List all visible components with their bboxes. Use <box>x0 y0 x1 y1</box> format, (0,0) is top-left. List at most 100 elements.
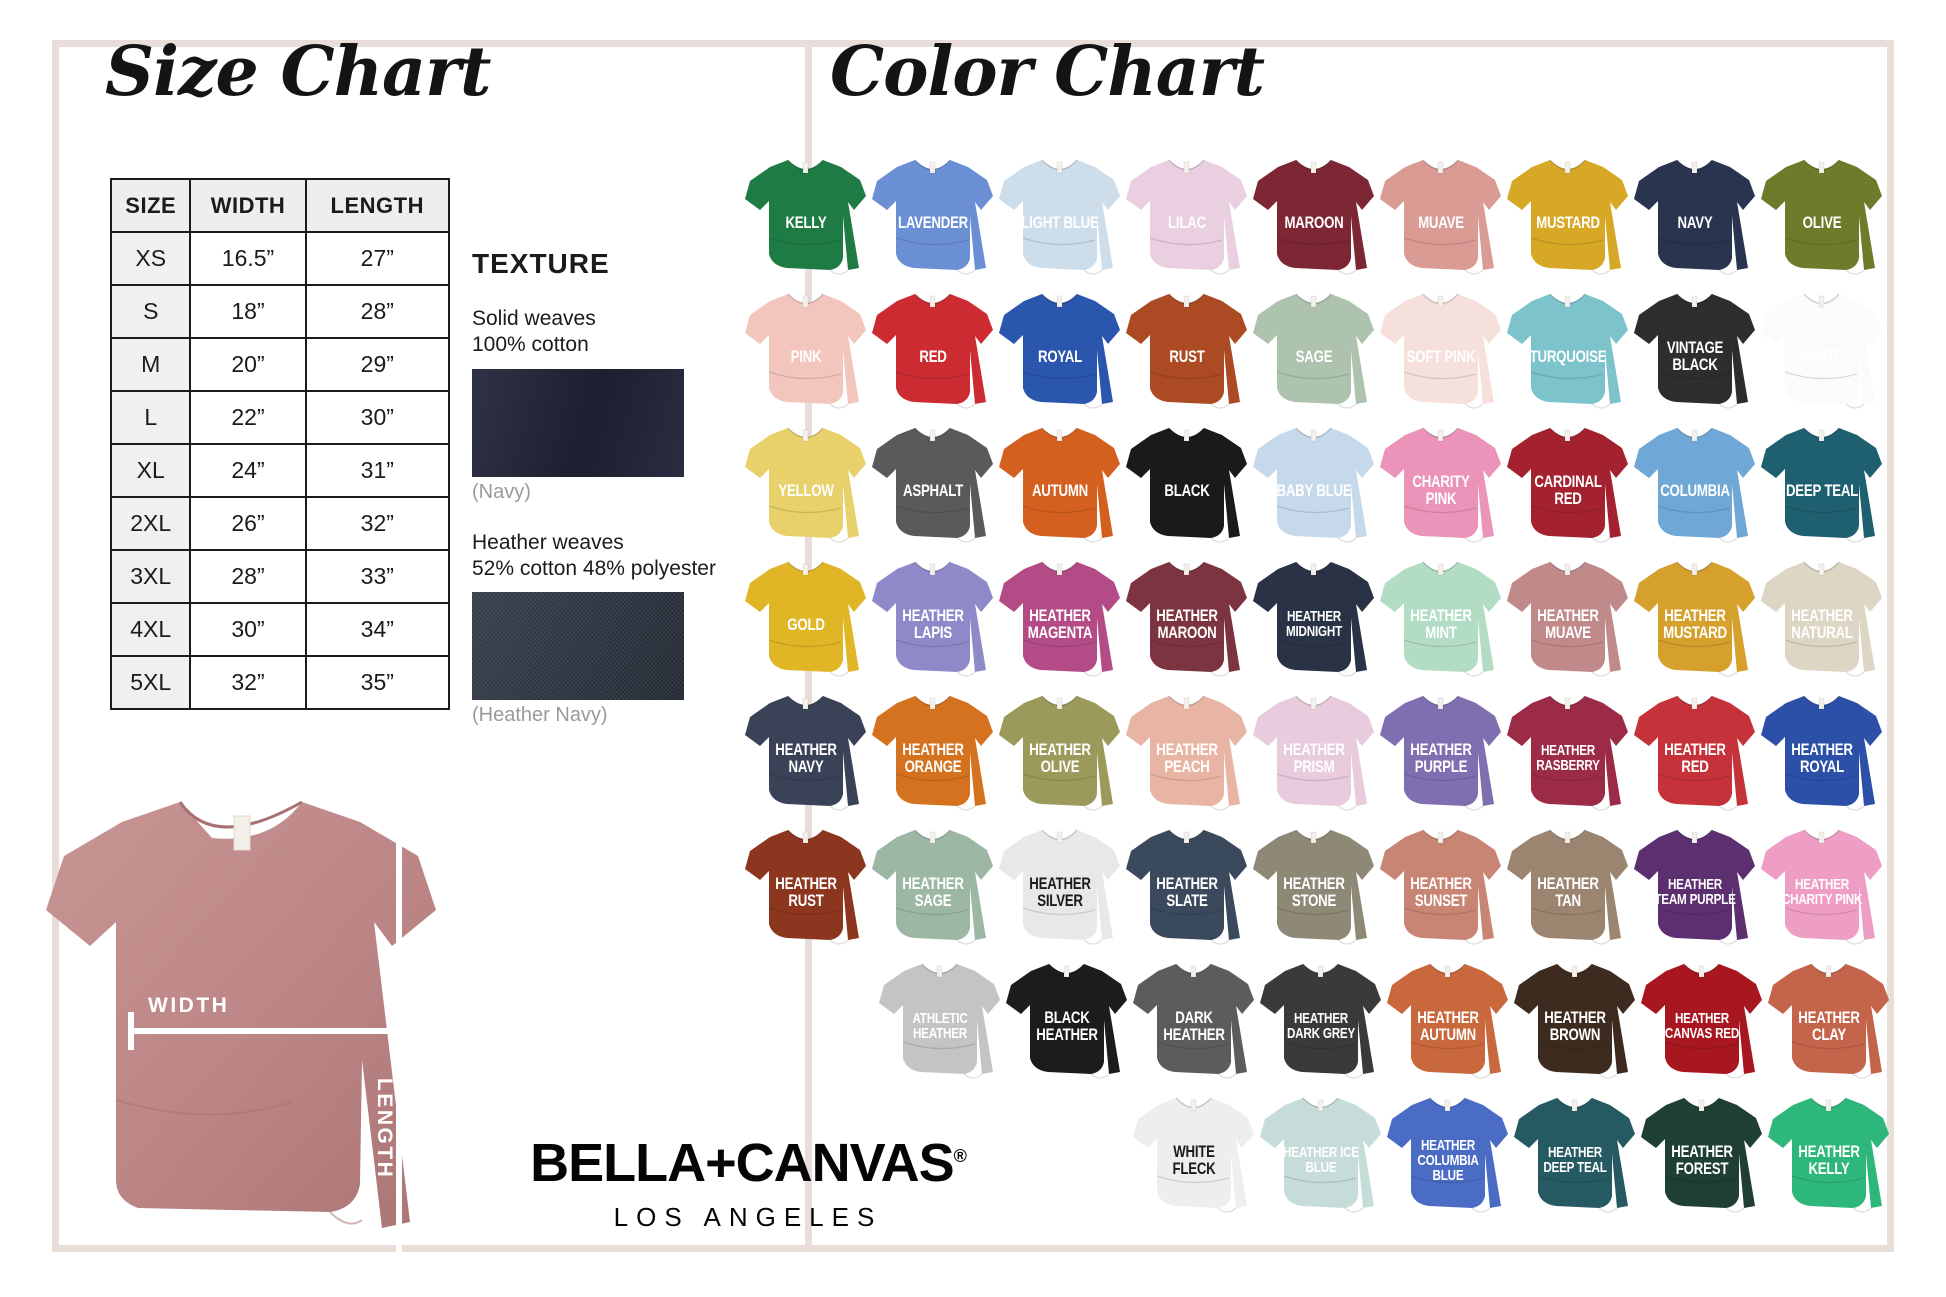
color-swatch-shirt[interactable]: ASPHALT <box>869 418 996 550</box>
color-swatch-shirt[interactable]: AUTUMN <box>996 418 1123 550</box>
color-swatch-shirt[interactable]: SOFT PINK <box>1377 284 1504 416</box>
table-row: M 20” 29” <box>109 337 451 392</box>
color-swatch-shirt[interactable]: HEATHER CANVAS RED <box>1638 954 1765 1086</box>
color-swatch-shirt[interactable]: RUST <box>1123 284 1250 416</box>
shirt-shape-icon <box>1768 1097 1889 1213</box>
color-swatch-shirt[interactable]: MUAVE <box>1377 150 1504 282</box>
color-swatch-shirt[interactable]: LILAC <box>1123 150 1250 282</box>
color-swatch-shirt[interactable]: ROYAL <box>996 284 1123 416</box>
color-swatch-shirt[interactable]: HEATHER DEEP TEAL <box>1511 1088 1638 1220</box>
color-swatch-shirt[interactable]: HEATHER DARK GREY <box>1257 954 1384 1086</box>
color-swatch-label: OLIVE <box>1802 212 1841 232</box>
color-swatch-shirt[interactable]: WHITE <box>1758 284 1885 416</box>
color-swatch-label: AUTUMN <box>1031 480 1088 500</box>
color-swatch-shirt[interactable]: HEATHER OLIVE <box>996 686 1123 818</box>
color-swatch-shirt[interactable]: HEATHER LAPIS <box>869 552 996 684</box>
color-swatch-shirt[interactable]: HEATHER SLATE <box>1123 820 1250 952</box>
shirt-shape-icon <box>1761 293 1882 409</box>
color-swatch-shirt[interactable]: HEATHER RUST <box>742 820 869 952</box>
color-swatch-shirt[interactable]: HEATHER MAGENTA <box>996 552 1123 684</box>
shirt-shape-icon <box>1507 427 1628 543</box>
color-swatch-shirt[interactable]: LIGHT BLUE <box>996 150 1123 282</box>
color-swatch-label: WHITE <box>1800 346 1843 366</box>
shirt-shape-icon <box>1387 963 1508 1079</box>
color-swatch-shirt[interactable]: BLACK HEATHER <box>1003 954 1130 1086</box>
color-swatch-shirt[interactable]: HEATHER CLAY <box>1765 954 1892 1086</box>
color-swatch-shirt[interactable]: TURQUOISE <box>1504 284 1631 416</box>
color-swatch-shirt[interactable]: NAVY <box>1631 150 1758 282</box>
color-swatch-shirt[interactable]: HEATHER FOREST <box>1638 1088 1765 1220</box>
color-swatch-label: HEATHER SILVER <box>1028 874 1091 910</box>
color-swatch-shirt[interactable]: YELLOW <box>742 418 869 550</box>
table-row: 5XL 32” 35” <box>109 655 451 710</box>
brand-name: BELLA+CANVAS® <box>478 1132 1018 1194</box>
color-swatch-shirt[interactable]: HEATHER TEAM PURPLE <box>1631 820 1758 952</box>
shirt-shape-icon <box>1260 963 1381 1079</box>
shirt-shape-icon <box>1761 695 1882 811</box>
heather-weave-swatch <box>472 592 684 700</box>
color-swatch-shirt[interactable]: HEATHER NAVY <box>742 686 869 818</box>
color-swatch-shirt[interactable]: MUSTARD <box>1504 150 1631 282</box>
shirt-shape-icon <box>745 293 866 409</box>
color-swatch-shirt[interactable]: HEATHER STONE <box>1250 820 1377 952</box>
table-row: XL 24” 31” <box>109 443 451 498</box>
color-swatch-shirt[interactable]: BABY BLUE <box>1250 418 1377 550</box>
color-swatch-shirt[interactable]: BLACK <box>1123 418 1250 550</box>
shirt-shape-icon <box>745 695 866 811</box>
color-swatch-shirt[interactable]: HEATHER ORANGE <box>869 686 996 818</box>
cell-size: 3XL <box>109 549 192 604</box>
color-swatch-shirt[interactable]: DEEP TEAL <box>1758 418 1885 550</box>
color-swatch-label: HEATHER CLAY <box>1797 1008 1860 1044</box>
color-swatch-shirt[interactable]: HEATHER PEACH <box>1123 686 1250 818</box>
color-swatch-shirt[interactable]: LAVENDER <box>869 150 996 282</box>
color-swatch-shirt[interactable]: HEATHER MINT <box>1377 552 1504 684</box>
color-swatch-shirt[interactable]: HEATHER SILVER <box>996 820 1123 952</box>
color-swatch-shirt[interactable]: HEATHER MUSTARD <box>1631 552 1758 684</box>
color-swatch-shirt[interactable]: COLUMBIA <box>1631 418 1758 550</box>
color-swatch-shirt[interactable]: CHARITY PINK <box>1377 418 1504 550</box>
color-swatch-label: HEATHER MINT <box>1409 606 1472 642</box>
color-swatch-shirt[interactable]: SAGE <box>1250 284 1377 416</box>
color-swatch-shirt[interactable]: ATHLETIC HEATHER <box>876 954 1003 1086</box>
color-swatch-shirt[interactable]: VINTAGE BLACK <box>1631 284 1758 416</box>
color-swatch-shirt[interactable]: HEATHER CHARITY PINK <box>1758 820 1885 952</box>
color-swatch-shirt[interactable]: HEATHER AUTUMN <box>1384 954 1511 1086</box>
cell-size: 2XL <box>109 496 192 551</box>
shirt-shape-icon <box>1380 829 1501 945</box>
shirt-shape-icon <box>1761 829 1882 945</box>
color-swatch-shirt[interactable]: DARK HEATHER <box>1130 954 1257 1086</box>
color-swatch-shirt[interactable]: PINK <box>742 284 869 416</box>
color-swatch-shirt[interactable]: HEATHER MIDNIGHT <box>1250 552 1377 684</box>
color-swatch-shirt[interactable]: HEATHER RASBERRY <box>1504 686 1631 818</box>
color-swatch-shirt[interactable]: OLIVE <box>1758 150 1885 282</box>
color-swatch-shirt[interactable]: HEATHER SUNSET <box>1377 820 1504 952</box>
color-swatch-shirt[interactable]: MAROON <box>1250 150 1377 282</box>
color-swatch-shirt[interactable]: HEATHER BROWN <box>1511 954 1638 1086</box>
color-swatch-shirt[interactable]: HEATHER COLUMBIA BLUE <box>1384 1088 1511 1220</box>
color-swatch-shirt[interactable]: WHITE FLECK <box>1130 1088 1257 1220</box>
color-swatch-shirt[interactable]: HEATHER KELLY <box>1765 1088 1892 1220</box>
frame-border-bottom <box>52 1245 1894 1252</box>
color-swatch-shirt[interactable]: HEATHER RED <box>1631 686 1758 818</box>
shirt-shape-icon <box>1380 695 1501 811</box>
length-measure-line <box>396 1036 402 1256</box>
color-swatch-shirt[interactable]: HEATHER MUAVE <box>1504 552 1631 684</box>
color-swatch-shirt[interactable]: HEATHER MAROON <box>1123 552 1250 684</box>
color-swatch-shirt[interactable]: HEATHER ROYAL <box>1758 686 1885 818</box>
color-swatch-shirt[interactable]: HEATHER SAGE <box>869 820 996 952</box>
color-swatch-shirt[interactable]: GOLD <box>742 552 869 684</box>
color-swatch-shirt[interactable]: RED <box>869 284 996 416</box>
color-swatch-shirt[interactable]: HEATHER ICE BLUE <box>1257 1088 1384 1220</box>
color-swatch-shirt[interactable]: CARDINAL RED <box>1504 418 1631 550</box>
color-chart-row: KELLY LAVENDER LIGHT BLUE LILAC MAROON MUAVE M… <box>742 150 1892 282</box>
color-swatch-shirt[interactable]: HEATHER PURPLE <box>1377 686 1504 818</box>
color-swatch-label: HEATHER DARK GREY <box>1286 1010 1355 1042</box>
color-swatch-shirt[interactable]: HEATHER NATURAL <box>1758 552 1885 684</box>
color-swatch-label: HEATHER COLUMBIA BLUE <box>1416 1136 1479 1184</box>
color-swatch-shirt[interactable]: KELLY <box>742 150 869 282</box>
color-swatch-label: HEATHER SAGE <box>901 874 964 910</box>
color-swatch-label: HEATHER TAN <box>1536 874 1599 910</box>
color-swatch-shirt[interactable]: HEATHER PRISM <box>1250 686 1377 818</box>
shirt-shape-icon <box>1380 427 1501 543</box>
color-swatch-shirt[interactable]: HEATHER TAN <box>1504 820 1631 952</box>
